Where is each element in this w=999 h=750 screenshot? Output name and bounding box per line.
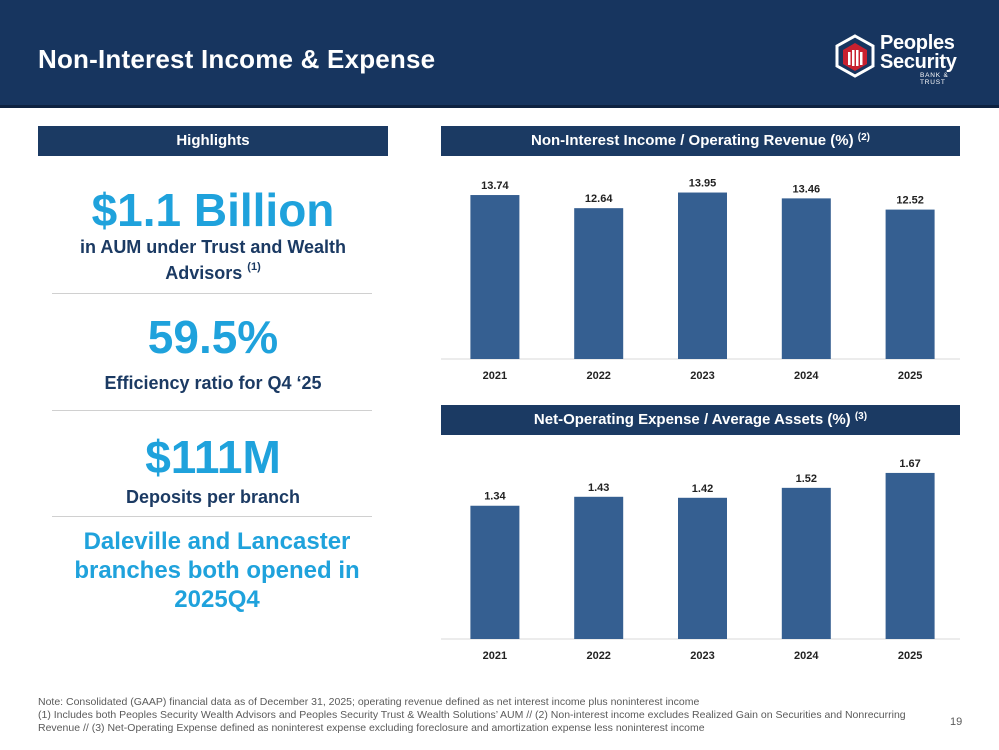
chart-net-operating-expense: 1.34 2021 1.43 2022 1.42 2023 1.52 2024 1.67 2025 [441, 458, 960, 662]
highlight-aum: $1.1 Billion in AUM under Trust and Weal… [38, 184, 388, 284]
highlight-callout: Daleville and Lancaster branches both op… [74, 528, 360, 613]
bar-2022 [574, 208, 624, 359]
highlight-deposits-desc: Deposits per branch [125, 487, 301, 507]
data-label-2022: 12.64 [585, 193, 613, 205]
x-tick-label-2023: 2023 [690, 650, 714, 662]
footnote-line-2: (1) Includes both Peoples Security Wealt… [38, 709, 906, 734]
x-tick-label-2025: 2025 [898, 370, 922, 382]
bar-2024 [781, 198, 831, 359]
page-number: 19 [950, 716, 963, 728]
bar-2025 [885, 472, 935, 639]
company-logo: Peoples Security BANK & TRUST [834, 32, 974, 86]
bar-2021 [470, 195, 520, 359]
divider [52, 516, 372, 517]
x-tick-label-2022: 2022 [586, 650, 610, 662]
x-tick-label-2021: 2021 [483, 370, 507, 382]
x-tick-label-2021: 2021 [483, 650, 507, 662]
data-label-2022: 1.43 [588, 482, 609, 494]
bar-2022 [574, 496, 624, 639]
data-label-2024: 1.52 [796, 473, 817, 485]
chart1-footnote: (2) [857, 132, 870, 143]
data-label-2025: 12.52 [896, 195, 924, 207]
highlight-aum-value: $1.1 Billion [91, 184, 335, 236]
logo-hexagon-icon [835, 34, 875, 78]
bar-2021 [470, 505, 520, 639]
highlight-efficiency-desc: Efficiency ratio for Q4 ‘25 [104, 373, 322, 393]
highlights-header: Highlights [38, 126, 388, 156]
divider [52, 293, 372, 294]
logo-line-1: Peoples [880, 32, 955, 54]
logo-text: Peoples Security [880, 32, 957, 73]
logo-line-2: Security [880, 51, 957, 73]
data-label-2023: 13.95 [689, 178, 717, 190]
x-tick-label-2024: 2024 [794, 650, 819, 662]
header-banner: Non-Interest Income & Expense Peoples Se… [0, 0, 999, 108]
highlight-aum-desc: in AUM under Trust and Wealth Advisors (… [38, 236, 388, 284]
chart-noninterest-income: 13.74 2021 12.64 2022 13.95 2023 13.46 2024 12.5… [441, 178, 960, 382]
highlight-efficiency-value: 59.5% [147, 311, 279, 363]
chart2-footnote: (3) [854, 411, 868, 422]
chart2-header: Net-Operating Expense / Average Assets (… [441, 405, 960, 435]
bar-2023 [678, 192, 727, 359]
highlight-aum-footnote: (1) [247, 261, 261, 273]
highlights-title: Highlights [176, 132, 250, 149]
highlight-deposits-value: $111M [145, 431, 281, 483]
divider [52, 410, 372, 411]
chart1-header: Non-Interest Income / Operating Revenue … [441, 126, 960, 156]
data-label-2023: 1.42 [692, 483, 713, 495]
data-label-2025: 1.67 [899, 458, 920, 470]
x-tick-label-2025: 2025 [898, 650, 922, 662]
highlight-efficiency: 59.5% Efficiency ratio for Q4 ‘25 [38, 310, 388, 394]
highlight-aum-desc-text: in AUM under Trust and Wealth Advisors [79, 237, 346, 283]
data-label-2024: 13.46 [793, 183, 821, 195]
x-tick-label-2022: 2022 [586, 370, 610, 382]
bar-2025 [885, 209, 935, 359]
data-label-2021: 13.74 [481, 180, 509, 192]
bar-2023 [678, 497, 727, 639]
page-title: Non-Interest Income & Expense [38, 44, 436, 74]
highlight-deposits: $111M Deposits per branch [38, 430, 388, 508]
footnote-line-1: Note: Consolidated (GAAP) financial data… [38, 696, 700, 708]
chart1-title: Non-Interest Income / Operating Revenue … [531, 132, 854, 149]
x-tick-label-2024: 2024 [794, 370, 819, 382]
bar-2024 [781, 487, 831, 639]
footnote: Note: Consolidated (GAAP) financial data… [38, 696, 918, 735]
x-tick-label-2023: 2023 [690, 370, 714, 382]
chart2-title: Net-Operating Expense / Average Assets (… [533, 411, 851, 428]
data-label-2021: 1.34 [484, 491, 506, 503]
logo-subtext: BANK & TRUST [920, 72, 949, 86]
